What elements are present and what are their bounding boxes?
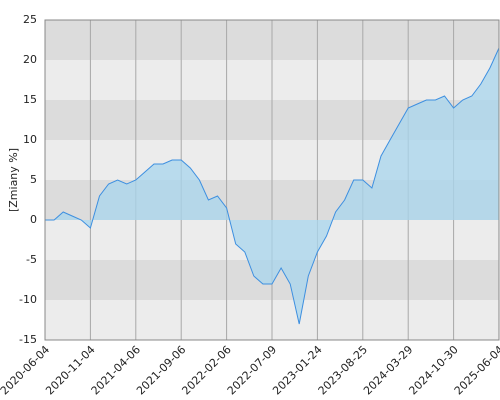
y-tick-label: 15 — [23, 93, 37, 106]
line — [45, 47, 500, 325]
y-tick-label: 0 — [30, 213, 37, 226]
y-tick-label: -5 — [26, 253, 37, 266]
y-tick-label: 5 — [30, 173, 37, 186]
plot-frame — [44, 19, 500, 341]
y-tick-label: 20 — [23, 53, 37, 66]
y-axis-label: [Zmiany %] — [7, 148, 20, 212]
y-tick-label: -10 — [19, 293, 37, 306]
area — [45, 48, 499, 324]
y-tick-label: -15 — [19, 333, 37, 346]
y-tick-label: 25 — [23, 13, 37, 26]
y-tick-label: 10 — [23, 133, 37, 146]
